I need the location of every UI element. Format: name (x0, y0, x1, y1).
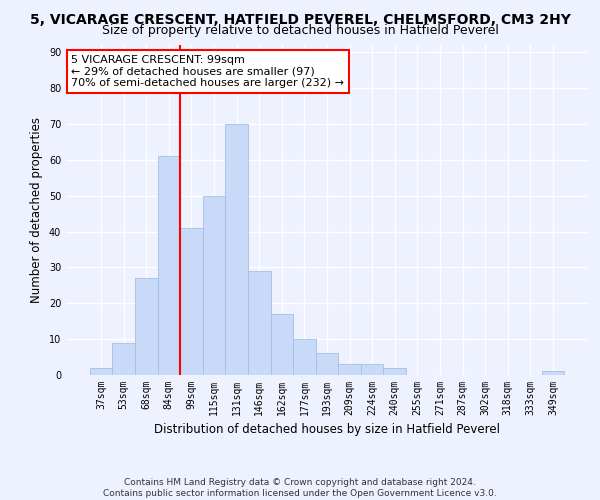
Bar (90, 368, 112, 375)
Bar (361, 364, 383, 375)
Bar (316, 354, 338, 375)
Y-axis label: Number of detached properties: Number of detached properties (30, 117, 43, 303)
Bar (112, 342, 135, 375)
Bar (293, 339, 316, 375)
Bar (542, 372, 564, 375)
Bar (135, 278, 158, 375)
Bar (203, 196, 226, 375)
Bar (383, 368, 406, 375)
Bar (158, 156, 180, 375)
Bar (271, 314, 293, 375)
Text: 5 VICARAGE CRESCENT: 99sqm
← 29% of detached houses are smaller (97)
70% of semi: 5 VICARAGE CRESCENT: 99sqm ← 29% of deta… (71, 55, 344, 88)
Bar (226, 124, 248, 375)
Text: Contains HM Land Registry data © Crown copyright and database right 2024.
Contai: Contains HM Land Registry data © Crown c… (103, 478, 497, 498)
Bar (180, 228, 203, 375)
Text: Size of property relative to detached houses in Hatfield Peverel: Size of property relative to detached ho… (101, 24, 499, 37)
X-axis label: Distribution of detached houses by size in Hatfield Peverel: Distribution of detached houses by size … (154, 424, 500, 436)
Text: 5, VICARAGE CRESCENT, HATFIELD PEVEREL, CHELMSFORD, CM3 2HY: 5, VICARAGE CRESCENT, HATFIELD PEVEREL, … (29, 12, 571, 26)
Bar (248, 271, 271, 375)
Bar (338, 364, 361, 375)
